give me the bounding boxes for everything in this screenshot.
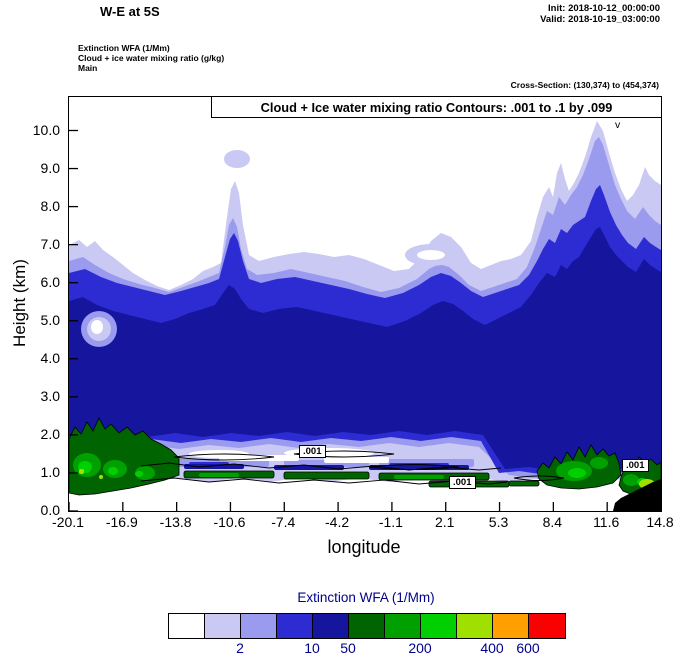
page-title: W-E at 5S xyxy=(100,4,160,19)
y-tick-label: 1.0 xyxy=(40,463,60,480)
colorbar-tick-label: 400 xyxy=(480,640,504,656)
x-tick-label: -4.2 xyxy=(325,514,350,530)
y-tick-label: 8.0 xyxy=(40,197,60,214)
colorbar-cell xyxy=(457,614,493,638)
colorbar-tick-label: 50 xyxy=(340,640,356,656)
colorbar xyxy=(168,613,566,639)
colorbar-cell xyxy=(349,614,385,638)
y-axis-title: Height (km) xyxy=(10,259,29,347)
colorbar-cell xyxy=(241,614,277,638)
lavender-detached-blob xyxy=(224,150,250,168)
colorbar-tick-label: 600 xyxy=(516,640,540,656)
x-tick-label: -1.1 xyxy=(378,514,403,530)
streak-white-2 xyxy=(324,457,389,463)
x-tick-label: 11.6 xyxy=(593,514,620,530)
dark-blue-core xyxy=(69,227,661,471)
y-tick-label: 2.0 xyxy=(40,425,60,442)
y-tick-label: 0.0 xyxy=(40,502,60,518)
terrain-wedge xyxy=(613,479,661,511)
x-tick-label: -20.1 xyxy=(52,514,84,530)
x-axis-title: longitude xyxy=(327,537,401,557)
colorbar-tick-label: 200 xyxy=(408,640,432,656)
green-left-yellow-2 xyxy=(99,475,103,479)
contour-value-label: .001 xyxy=(299,445,326,458)
colorbar-tick-label: 10 xyxy=(304,640,320,656)
y-tick-label: 10.0 xyxy=(32,121,60,138)
x-tick-label: 2.1 xyxy=(434,514,455,530)
green-right-med-2 xyxy=(590,457,608,469)
contour-loop-4 xyxy=(513,475,565,481)
green-left-bright-3 xyxy=(135,471,143,477)
field-line-mixing-ratio: Cloud + ice water mixing ratio (g/kg) xyxy=(78,53,225,63)
x-tick-label: -13.8 xyxy=(159,514,192,530)
v-annotation: v xyxy=(615,119,621,131)
field-line-extinction: Extinction WFA (1/Mm) xyxy=(78,43,170,53)
x-tick-label: 14.8 xyxy=(646,514,674,530)
x-tick-label: -16.9 xyxy=(105,514,138,530)
colorbar-cell xyxy=(313,614,349,638)
contour-field-canvas xyxy=(69,121,661,511)
left-light-hole-core xyxy=(91,320,103,334)
cross-section-coords: Cross-Section: (130,374) to (454,374) xyxy=(510,80,659,90)
field-description: Extinction WFA (1/Mm) Cloud + ice water … xyxy=(78,43,224,73)
colorbar-title: Extinction WFA (1/Mm) xyxy=(297,590,435,605)
valid-timestamp: Valid: 2018-10-19_03:00:00 xyxy=(540,14,660,25)
green-streak-med-1 xyxy=(199,473,239,477)
field-line-domain: Main xyxy=(78,63,98,73)
colorbar-cell xyxy=(421,614,457,638)
colorbar-cell xyxy=(493,614,529,638)
green-right2-med xyxy=(623,474,639,486)
contour-loop-1 xyxy=(173,453,275,461)
y-tick-label: 7.0 xyxy=(40,235,60,252)
colorbar-cell xyxy=(277,614,313,638)
colorbar-cell xyxy=(205,614,241,638)
eye-hole-core xyxy=(417,250,445,260)
streak-dark-1 xyxy=(184,464,244,469)
contour-value-label: .001 xyxy=(449,476,476,489)
plot-inner-title: Cloud + Ice water mixing ratio Contours:… xyxy=(211,96,662,118)
y-tick-label: 3.0 xyxy=(40,387,60,404)
x-tick-label: -7.4 xyxy=(271,514,296,530)
cross-section-plot: Cloud + Ice water mixing ratio Contours:… xyxy=(68,96,662,512)
x-tick-label: 8.4 xyxy=(542,514,563,530)
green-streak-5 xyxy=(508,480,540,487)
y-tick-label: 9.0 xyxy=(40,159,60,176)
green-streak-med-2 xyxy=(394,475,444,479)
colorbar-cell xyxy=(529,614,565,638)
green-streak-2 xyxy=(283,471,370,480)
contour-loop-3 xyxy=(368,464,460,470)
colorbar-tick-label: 2 xyxy=(236,640,244,656)
x-tick-label: 5.3 xyxy=(488,514,509,530)
x-tick-label: -10.6 xyxy=(213,514,246,530)
y-tick-label: 5.0 xyxy=(40,311,60,328)
colorbar-cell xyxy=(385,614,421,638)
colorbar-cell xyxy=(169,614,205,638)
y-tick-label: 4.0 xyxy=(40,349,60,366)
contour-value-label: .001 xyxy=(622,459,649,472)
green-left-bright-2 xyxy=(108,467,118,475)
green-left-yellow-1 xyxy=(79,469,84,474)
init-timestamp: Init: 2018-10-12_00:00:00 xyxy=(548,3,660,14)
y-tick-label: 6.0 xyxy=(40,273,60,290)
green-right-bright-1 xyxy=(568,468,586,478)
